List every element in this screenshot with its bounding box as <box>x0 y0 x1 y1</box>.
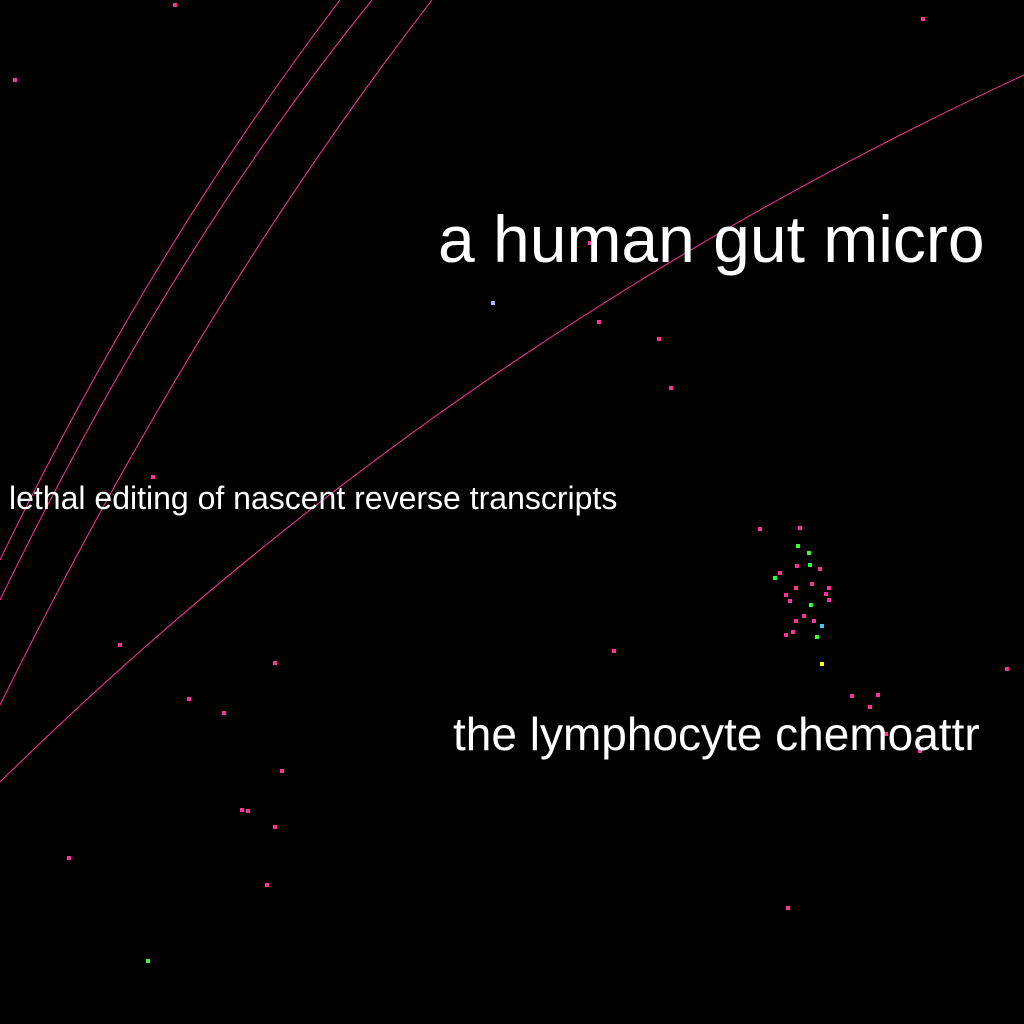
scatter-dot <box>273 825 277 829</box>
scatter-dot <box>921 17 925 21</box>
scatter-dot <box>118 643 122 647</box>
scatter-dot <box>1005 667 1009 671</box>
scatter-dot <box>669 386 673 390</box>
curve-line <box>0 0 341 561</box>
scatter-dot <box>791 630 795 634</box>
scatter-dot <box>809 603 813 607</box>
scatter-dot <box>796 544 800 548</box>
scatter-dot <box>13 78 17 82</box>
label-lymph: the lymphocyte chemoattr <box>453 708 980 760</box>
scatter-dot <box>612 649 616 653</box>
scatter-dot <box>812 619 816 623</box>
scatter-dot <box>588 241 592 245</box>
scatter-dot <box>273 661 277 665</box>
scatter-dot <box>222 711 226 715</box>
scatter-dot <box>773 576 777 580</box>
scatter-dot <box>810 582 814 586</box>
scatter-dot <box>802 614 806 618</box>
scatter-dot <box>798 526 802 530</box>
scatter-dot <box>67 856 71 860</box>
scatter-dot <box>265 883 269 887</box>
scatter-dot <box>818 567 822 571</box>
scatter-dot <box>491 301 495 305</box>
scatter-dot <box>876 693 880 697</box>
scatter-dot <box>246 809 250 813</box>
curve-line <box>0 0 433 706</box>
scatter-dot <box>794 619 798 623</box>
curve-line <box>0 0 373 601</box>
label-gut: a human gut micro <box>438 202 985 276</box>
scatter-dot <box>820 624 824 628</box>
scatter-dot <box>784 633 788 637</box>
scatter-dot <box>794 586 798 590</box>
scatter-dot <box>597 320 601 324</box>
scatter-dot <box>778 571 782 575</box>
scatter-dot <box>784 593 788 597</box>
scatter-dot <box>786 906 790 910</box>
scatter-dot <box>884 732 888 736</box>
scatter-dot <box>808 563 812 567</box>
scatter-dot <box>824 592 828 596</box>
scatter-dot <box>240 808 244 812</box>
scatter-dot <box>850 694 854 698</box>
scatter-dot <box>807 551 811 555</box>
scatter-dot <box>820 662 824 666</box>
scatter-dot <box>868 705 872 709</box>
scatter-dot <box>187 697 191 701</box>
scatter-dot <box>173 3 177 7</box>
scatter-dot <box>795 564 799 568</box>
scatter-dot <box>788 599 792 603</box>
scatter-dot <box>758 527 762 531</box>
scatter-dot <box>151 475 155 479</box>
scatter-dot <box>827 598 831 602</box>
curve-line <box>0 74 1024 783</box>
scatter-dot <box>280 769 284 773</box>
scatter-dot <box>918 749 922 753</box>
scatter-dot <box>827 586 831 590</box>
scatter-dot <box>815 635 819 639</box>
scatter-dot <box>146 959 150 963</box>
label-lethal: lethal editing of nascent reverse transc… <box>9 480 618 516</box>
scatter-dot <box>657 337 661 341</box>
